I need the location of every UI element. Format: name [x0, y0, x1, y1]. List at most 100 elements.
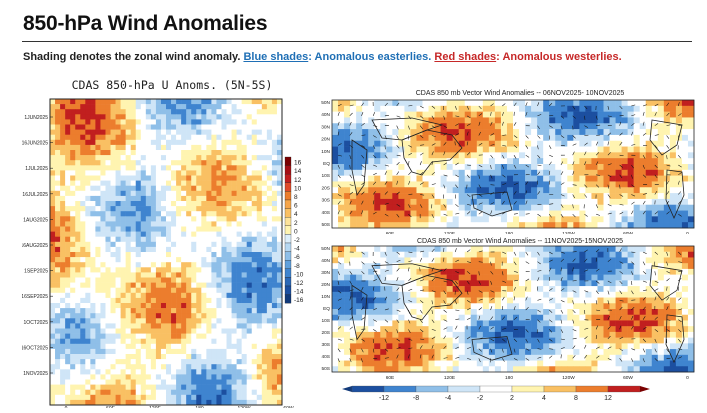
- hovmoller-cell: [121, 155, 126, 160]
- hovmoller-cell: [237, 374, 242, 379]
- hovmoller-cell: [80, 196, 85, 201]
- hovmoller-cell: [116, 303, 121, 308]
- map-cell: [338, 222, 344, 228]
- hovmoller-cell: [75, 390, 80, 395]
- map-cell: [465, 176, 471, 182]
- map-cell: [579, 211, 585, 217]
- hovmoller-cell: [136, 364, 141, 369]
- hovmoller-cell: [60, 114, 65, 119]
- map-cell: [591, 252, 597, 258]
- hovmoller-cell: [277, 395, 282, 400]
- map-cell: [416, 252, 422, 258]
- hovmoller-cell: [257, 104, 262, 109]
- hovmoller-cell: [55, 303, 60, 308]
- hovmoller-cell: [121, 313, 126, 318]
- hovmoller-cell: [247, 329, 252, 334]
- red-shades-link[interactable]: Red shades: [434, 51, 496, 63]
- map-cell: [471, 257, 477, 263]
- hovmoller-cell: [247, 369, 252, 374]
- map-cell: [561, 123, 567, 129]
- hovmoller-cell: [166, 130, 171, 135]
- hovmoller-cell: [247, 349, 252, 354]
- hovmoller-cell: [50, 135, 55, 140]
- hovmoller-cell: [111, 293, 116, 298]
- map-cell: [585, 176, 591, 182]
- hovmoller-cell: [227, 262, 232, 267]
- map-cell: [447, 147, 453, 153]
- hovmoller-cell: [105, 380, 110, 385]
- hovmoller-cell: [80, 293, 85, 298]
- hovmoller-cell: [121, 186, 126, 191]
- map-cell: [604, 112, 610, 118]
- hovmoller-cell: [50, 145, 55, 150]
- map-cell: [622, 199, 628, 205]
- map-cell: [416, 199, 422, 205]
- map-cell: [628, 187, 634, 193]
- hovmoller-cell: [196, 125, 201, 130]
- map-cell: [519, 100, 525, 106]
- hovmoller-cell: [141, 298, 146, 303]
- hovmoller-cell: [277, 385, 282, 390]
- hovmoller-cell: [55, 196, 60, 201]
- hovmoller-cell: [227, 385, 232, 390]
- hovmoller-cell: [267, 390, 272, 395]
- hovmoller-cell: [90, 344, 95, 349]
- hovmoller-cell: [216, 201, 221, 206]
- map-cell: [543, 216, 549, 222]
- hovmoller-cell: [111, 155, 116, 160]
- map-cell: [423, 147, 429, 153]
- map-cell: [410, 205, 416, 211]
- hovmoller-cell: [216, 369, 221, 374]
- hovmoller-cell: [95, 242, 100, 247]
- hovmoller-cell: [247, 318, 252, 323]
- hovmoller-cell: [191, 99, 196, 104]
- blue-shades-link[interactable]: Blue shades: [243, 51, 308, 63]
- hovmoller-cell: [90, 288, 95, 293]
- map-cell: [459, 246, 465, 252]
- hovmoller-cell: [277, 369, 282, 374]
- hovmoller-cell: [166, 221, 171, 226]
- hovmoller-cell: [161, 125, 166, 130]
- map-cell: [332, 286, 338, 292]
- hovmoller-cell: [262, 206, 267, 211]
- hovmoller-cell: [75, 323, 80, 328]
- hovmoller-cell: [116, 221, 121, 226]
- hovmoller-cell: [176, 125, 181, 130]
- map-cell: [555, 222, 561, 228]
- map-cell: [519, 193, 525, 199]
- hovmoller-cell: [171, 165, 176, 170]
- hovmoller-cell: [211, 206, 216, 211]
- map-cell: [585, 280, 591, 286]
- hovmoller-cell: [211, 313, 216, 318]
- hovmoller-cell: [75, 354, 80, 359]
- hovmoller-cell: [100, 242, 105, 247]
- hovmoller-cell: [65, 354, 70, 359]
- hovmoller-cell: [80, 160, 85, 165]
- hovmoller-cell: [196, 237, 201, 242]
- hovmoller-cell: [272, 201, 277, 206]
- hovmoller-cell: [75, 221, 80, 226]
- map-cell: [398, 193, 404, 199]
- map-cell: [610, 129, 616, 135]
- map-cell: [628, 263, 634, 269]
- hovmoller-cell: [267, 160, 272, 165]
- map-cell: [386, 280, 392, 286]
- map-cell: [332, 181, 338, 187]
- hovmoller-cell: [111, 104, 116, 109]
- map-cell: [489, 280, 495, 286]
- map-cell: [573, 216, 579, 222]
- hovmoller-cell: [156, 318, 161, 323]
- map-panel-2[interactable]: CDAS 850 mb Vector Wind Anomalies -- 11N…: [315, 234, 695, 384]
- map-panel-1[interactable]: CDAS 850 mb Vector Wind Anomalies -- 06N…: [315, 86, 695, 246]
- hovmoller-cell: [161, 150, 166, 155]
- hovmoller-cell: [267, 216, 272, 221]
- hovmoller-cell: [221, 191, 226, 196]
- hovmoller-cell: [146, 257, 151, 262]
- hovmoller-cell: [60, 318, 65, 323]
- map-cell: [386, 263, 392, 269]
- map-cell: [610, 187, 616, 193]
- hovmoller-cell: [201, 186, 206, 191]
- hovmoller-cell: [50, 242, 55, 247]
- hovmoller-cell: [221, 227, 226, 232]
